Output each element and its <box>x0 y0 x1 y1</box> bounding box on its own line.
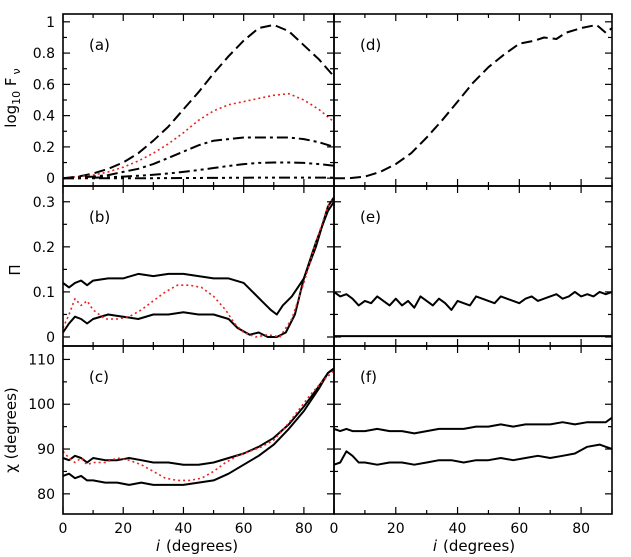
series-line-upper-solid <box>333 416 613 435</box>
x-axis-title-variable: i <box>433 537 438 555</box>
y-axis-title-polarization: Π <box>6 264 24 275</box>
y-tick-label: 0.3 <box>33 195 55 211</box>
series-line-dashed <box>334 23 613 180</box>
panel-e-axes <box>333 185 613 347</box>
x-tick-label: 0 <box>59 521 68 537</box>
x-tick-label: 80 <box>572 521 590 537</box>
axis-layer <box>62 13 613 515</box>
y-tick-label: 110 <box>28 352 55 368</box>
x-tick-label: 60 <box>235 521 253 537</box>
y-axis-title-chi: χ (degrees) <box>2 387 20 473</box>
series-line-solid-noisy <box>333 290 613 311</box>
series-line-dash-dot-dot-dot <box>63 176 335 180</box>
y-title-nu-subscript: ν <box>10 68 23 74</box>
x-tick-label: 80 <box>295 521 313 537</box>
x-tick-label: 20 <box>387 521 405 537</box>
x-tick-label: 0 <box>330 521 339 537</box>
y-tick-label: 0 <box>46 330 55 346</box>
series-line-lower-solid <box>62 201 335 338</box>
y-tick-label: 0.4 <box>33 109 55 125</box>
series-line-lower-solid <box>62 367 335 486</box>
y-title-log: log <box>2 105 20 128</box>
y-tick-label: 100 <box>28 397 55 413</box>
label-layer: i (degrees) i (degrees) log10 Fν Π χ (degr… <box>2 15 590 555</box>
y-title-log-subscript: 10 <box>10 91 23 105</box>
y-axis-title-flux: log10 Fν <box>2 68 23 127</box>
panel-c-series <box>62 367 335 486</box>
series-line-dashed <box>62 23 335 180</box>
panel-frame <box>333 345 613 515</box>
panel-f-axes <box>333 345 613 515</box>
x-axis-title-variable: i <box>156 537 161 555</box>
plot-layer <box>62 23 613 486</box>
x-axis-title-right: i (degrees) <box>433 537 515 555</box>
y-tick-label: 0.1 <box>33 285 55 301</box>
y-tick-label: 0.8 <box>33 46 55 62</box>
x-tick-label: 20 <box>114 521 132 537</box>
series-line-upper-solid <box>62 196 335 316</box>
y-tick-label: 0 <box>46 171 55 187</box>
panel-b-series <box>62 196 335 338</box>
x-tick-label: 40 <box>175 521 193 537</box>
panel-label: (d) <box>360 36 381 54</box>
series-line-red-dotted <box>62 370 335 482</box>
y-tick-label: 0.2 <box>33 240 55 256</box>
series-line-red-dotted <box>62 92 335 179</box>
x-tick-label: 60 <box>510 521 528 537</box>
series-line-upper-solid <box>62 367 335 466</box>
y-tick-label: 80 <box>37 487 55 503</box>
y-tick-label: 0.6 <box>33 77 55 93</box>
panel-e-series <box>333 290 613 338</box>
series-line-red-dotted <box>62 196 335 338</box>
x-axis-title-unit: (degrees) <box>166 537 238 555</box>
x-axis-title-left: i (degrees) <box>156 537 238 555</box>
x-axis-title-unit: (degrees) <box>443 537 515 555</box>
panel-label: (e) <box>360 208 381 226</box>
panel-d-series <box>334 23 613 180</box>
y-title-f: F <box>2 77 20 90</box>
panel-label: (a) <box>89 36 110 54</box>
x-tick-label: 40 <box>449 521 467 537</box>
y-tick-label: 1 <box>46 15 55 31</box>
series-line-lower-solid <box>333 443 613 466</box>
panel-label: (c) <box>89 368 109 386</box>
series-line-dash-dot <box>62 136 335 180</box>
y-tick-label: 90 <box>37 442 55 458</box>
panel-a-series <box>62 23 335 180</box>
panel-label: (f) <box>360 368 377 386</box>
panel-label: (b) <box>89 208 110 226</box>
panel-f-series <box>333 416 613 466</box>
y-tick-label: 0.2 <box>33 140 55 156</box>
